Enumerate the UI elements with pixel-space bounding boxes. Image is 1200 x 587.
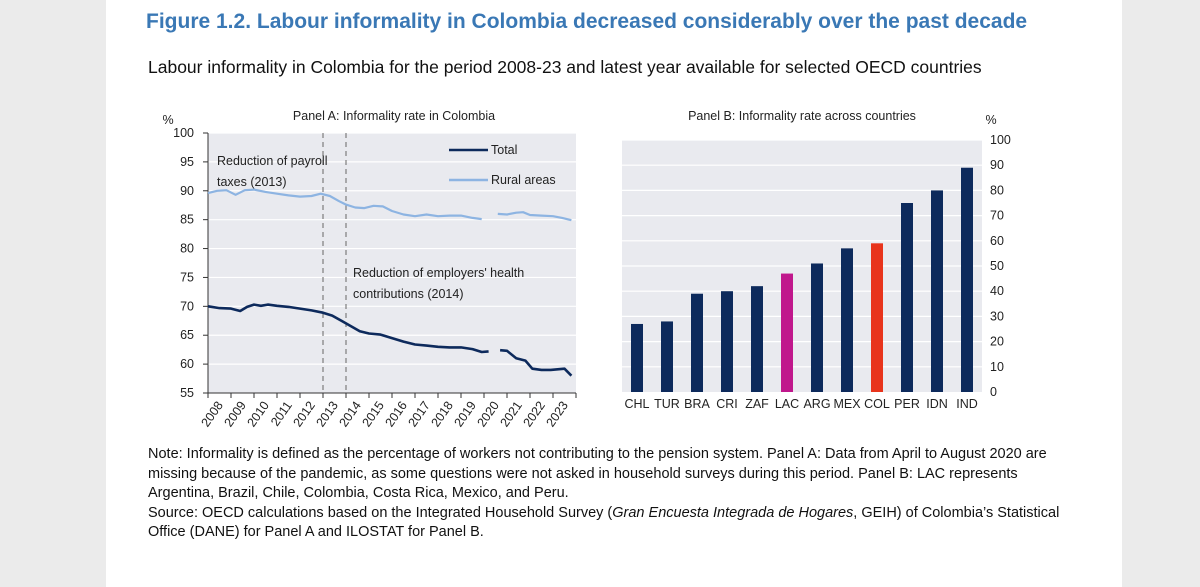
panel-b-y-tick-label: 90: [990, 158, 1004, 172]
panel-a-x-tick-label: 2010: [245, 399, 272, 430]
panel-a-y-tick-label: 55: [180, 386, 194, 400]
panel-a-y-tick-label: 70: [180, 299, 194, 313]
panel-a-annotations: Reduction of payroll taxes (2013) Reductio…: [217, 133, 524, 393]
panel-a-x-ticks: 2008200920102011201220132014201520162017…: [199, 393, 577, 430]
panel-b-gridlines: [622, 139, 982, 368]
charts-canvas: Panel A: Informality rate in Colombia % …: [162, 109, 1011, 430]
panel-b-x-label: IDN: [926, 397, 948, 411]
panel-a-y-tick-label: 75: [180, 270, 194, 284]
panel-b-x-labels: CHL TUR BRA CRI ZAF LAC ARG MEX COL PER IDN IND: [624, 397, 977, 411]
panel-a-y-tick-label: 80: [180, 242, 194, 256]
panel-a-plot-area: [208, 133, 576, 393]
panel-a-x-tick-label: 2016: [383, 399, 410, 430]
panel-b-bars: [631, 167, 973, 392]
panel-b-y-tick-label: 60: [990, 234, 1004, 248]
panel-b-x-label: IND: [956, 397, 978, 411]
panel-a-x-tick-label: 2012: [291, 399, 318, 430]
bar-mex: [841, 248, 853, 392]
panel-b-y-tick-label: 30: [990, 309, 1004, 323]
panel-a-series-line-rural: [497, 211, 572, 222]
note-text: Note: Informality is defined as the perc…: [148, 446, 1047, 501]
panel-b-x-label: PER: [894, 397, 920, 411]
panel-a-y-unit: %: [162, 113, 173, 127]
panel-b: Panel B: Informality rate across countri…: [622, 109, 1011, 411]
panel-a-title: Panel A: Informality rate in Colombia: [293, 109, 495, 123]
panel-b-y-unit: %: [985, 113, 996, 127]
panel-a-y-tick-label: 90: [180, 184, 194, 198]
panel-b-y-tick-label: 50: [990, 259, 1004, 273]
panel-a-series-line-total: [499, 348, 573, 377]
panel-a-y-tick-label: 95: [180, 155, 194, 169]
report-page: Figure 1.2. Labour informality in Colomb…: [106, 0, 1122, 587]
panel-a-annotation-text: contributions (2014): [353, 287, 463, 301]
figure-notes: Note: Informality is defined as the perc…: [148, 445, 1068, 543]
source-italic: Gran Encuesta Integrada de Hogares: [612, 504, 854, 521]
panel-a-series-line-total: [207, 303, 489, 354]
panel-b-y-tick-label: 100: [990, 133, 1011, 147]
panel-a-x-tick-label: 2023: [544, 399, 571, 430]
panel-a-y-tick-label: 60: [180, 357, 194, 371]
panel-b-x-label: COL: [864, 397, 890, 411]
panel-b-y-tick-label: 20: [990, 335, 1004, 349]
panel-a-y-tick-label: 85: [180, 213, 194, 227]
panel-a-y-tick-label: 65: [180, 328, 194, 342]
bar-cri: [721, 291, 733, 392]
panel-a-annotation-text: Reduction of employers' health: [353, 266, 524, 280]
legend-label-rural: Rural areas: [491, 173, 556, 187]
panel-b-y-tick-label: 70: [990, 209, 1004, 223]
bar-lac: [781, 273, 793, 392]
panel-b-x-label: ARG: [803, 397, 830, 411]
legend-label-total: Total: [491, 143, 517, 157]
panel-b-x-label: TUR: [654, 397, 680, 411]
panel-a-gridlines: [208, 132, 576, 365]
panel-b-title: Panel B: Informality rate across countri…: [688, 109, 916, 123]
panel-b-x-label: ZAF: [745, 397, 769, 411]
panel-a-x-tick-label: 2021: [498, 399, 525, 430]
panel-b-x-label: MEX: [833, 397, 861, 411]
bar-tur: [661, 321, 673, 392]
panel-a-series-line-rural: [207, 188, 482, 221]
panel-a-x-tick-label: 2019: [452, 399, 479, 430]
panel-b-x-label: BRA: [684, 397, 710, 411]
panel-b-y-ticks: 0 10 20 30 40 50 60 70 80 90 100: [990, 133, 1011, 399]
panel-b-x-label: LAC: [775, 397, 799, 411]
panel-a-x-tick-label: 2009: [222, 399, 249, 430]
panel-a-x-tick-label: 2014: [337, 399, 364, 430]
panel-a-x-tick-label: 2015: [360, 399, 387, 430]
panel-a-annotation-text: taxes (2013): [217, 175, 286, 189]
panel-a-series: [207, 188, 573, 377]
panel-a-x-tick-label: 2008: [199, 399, 226, 430]
panel-b-x-label: CRI: [716, 397, 738, 411]
panel-b-x-label: CHL: [624, 397, 649, 411]
bar-ind: [961, 167, 973, 392]
bar-per: [901, 203, 913, 392]
panel-a-x-tick-label: 2017: [406, 399, 433, 430]
panel-a-x-tick-label: 2020: [475, 399, 502, 430]
panel-b-y-tick-label: 0: [990, 385, 997, 399]
panel-b-y-tick-label: 10: [990, 360, 1004, 374]
panel-a-x-tick-label: 2022: [521, 399, 548, 430]
panel-b-y-tick-label: 40: [990, 284, 1004, 298]
panel-a-x-tick-label: 2018: [429, 399, 456, 430]
panel-a-x-tick-label: 2013: [314, 399, 341, 430]
panel-a-legend: Total Rural areas: [449, 143, 556, 187]
panel-a-y-tick-label: 100: [173, 126, 194, 140]
source-text: Source: OECD calculations based on the I…: [148, 504, 1060, 541]
panel-a-y-ticks: 55 60 65 70 75 80 85 90 95 100: [173, 126, 576, 400]
panel-a-annotation-text: Reduction of payroll: [217, 154, 327, 168]
bar-arg: [811, 263, 823, 392]
bar-bra: [691, 293, 703, 392]
figure-title: Figure 1.2. Labour informality in Colomb…: [146, 10, 1028, 33]
panel-a: Panel A: Informality rate in Colombia % …: [162, 109, 577, 430]
panel-b-y-tick-label: 80: [990, 183, 1004, 197]
bar-zaf: [751, 286, 763, 392]
panel-a-x-tick-label: 2011: [268, 399, 295, 429]
bar-chl: [631, 323, 643, 392]
figure-subtitle: Labour informality in Colombia for the p…: [148, 57, 982, 77]
bar-idn: [931, 190, 943, 392]
bar-col: [871, 243, 883, 392]
